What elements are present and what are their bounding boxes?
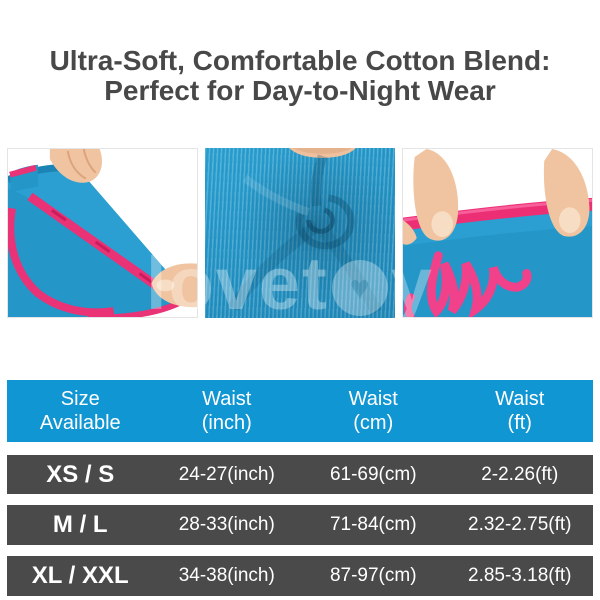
- photo-panty-stretch: [7, 148, 199, 318]
- waist-ft-value: 2.85-3.18(ft): [468, 565, 572, 586]
- waist-ft-value: 2.32-2.75(ft): [468, 514, 572, 535]
- headline: Ultra-Soft, Comfortable Cotton Blend: Pe…: [0, 46, 600, 106]
- waistband-pull-illustration: [402, 149, 592, 317]
- header-inch-line2: (inch): [201, 412, 252, 434]
- size-label: XS / S: [46, 460, 115, 488]
- header-ft-line2: (ft): [507, 412, 532, 434]
- headline-line2: Perfect for Day-to-Night Wear: [104, 75, 496, 106]
- panty-stretch-illustration: [8, 149, 198, 317]
- photo-waistband-pull: [401, 148, 593, 318]
- waist-cm-value: 61-69(cm): [329, 463, 417, 485]
- header-ft-line1: Waist: [495, 388, 545, 410]
- table-row-xs-s: XS / S 24-27(inch) 61-69(cm) 2-2.26(ft): [7, 455, 593, 494]
- column-header-waist-cm: Waist (cm): [300, 380, 447, 442]
- waist-inch-value: 34-38(inch): [178, 565, 275, 586]
- waist-inch-value: 28-33(inch): [178, 514, 275, 535]
- headline-line1: Ultra-Soft, Comfortable Cotton Blend:: [49, 45, 551, 76]
- waist-inch-value: 24-27(inch): [178, 463, 275, 485]
- waist-cm-value: 71-84(cm): [329, 514, 417, 535]
- size-table-header: Size Available Waist (inch) Waist (cm) W…: [7, 380, 593, 442]
- header-size-line1: Size: [60, 388, 100, 410]
- waist-ft-value: 2-2.26(ft): [481, 463, 559, 485]
- waist-cm-value: 87-97(cm): [329, 565, 417, 586]
- size-label: M / L: [52, 511, 108, 538]
- photo-fabric-closeup: [205, 148, 395, 318]
- column-header-waist-ft: Waist (ft): [447, 380, 594, 442]
- header-size-line2: Available: [39, 412, 121, 434]
- header-cm-line1: Waist: [348, 388, 398, 410]
- header-inch-line1: Waist: [202, 388, 252, 410]
- table-row-m-l: M / L 28-33(inch) 71-84(cm) 2.32-2.75(ft…: [7, 505, 593, 545]
- product-photo-strip: [7, 148, 593, 318]
- size-label: XL / XXL: [31, 562, 129, 589]
- column-header-waist-inch: Waist (inch): [154, 380, 301, 442]
- column-header-size: Size Available: [7, 380, 154, 442]
- header-cm-line2: (cm): [353, 412, 394, 434]
- fabric-swirl-illustration: [228, 148, 383, 315]
- table-row-xl-xxl: XL / XXL 34-38(inch) 87-97(cm) 2.85-3.18…: [7, 556, 593, 596]
